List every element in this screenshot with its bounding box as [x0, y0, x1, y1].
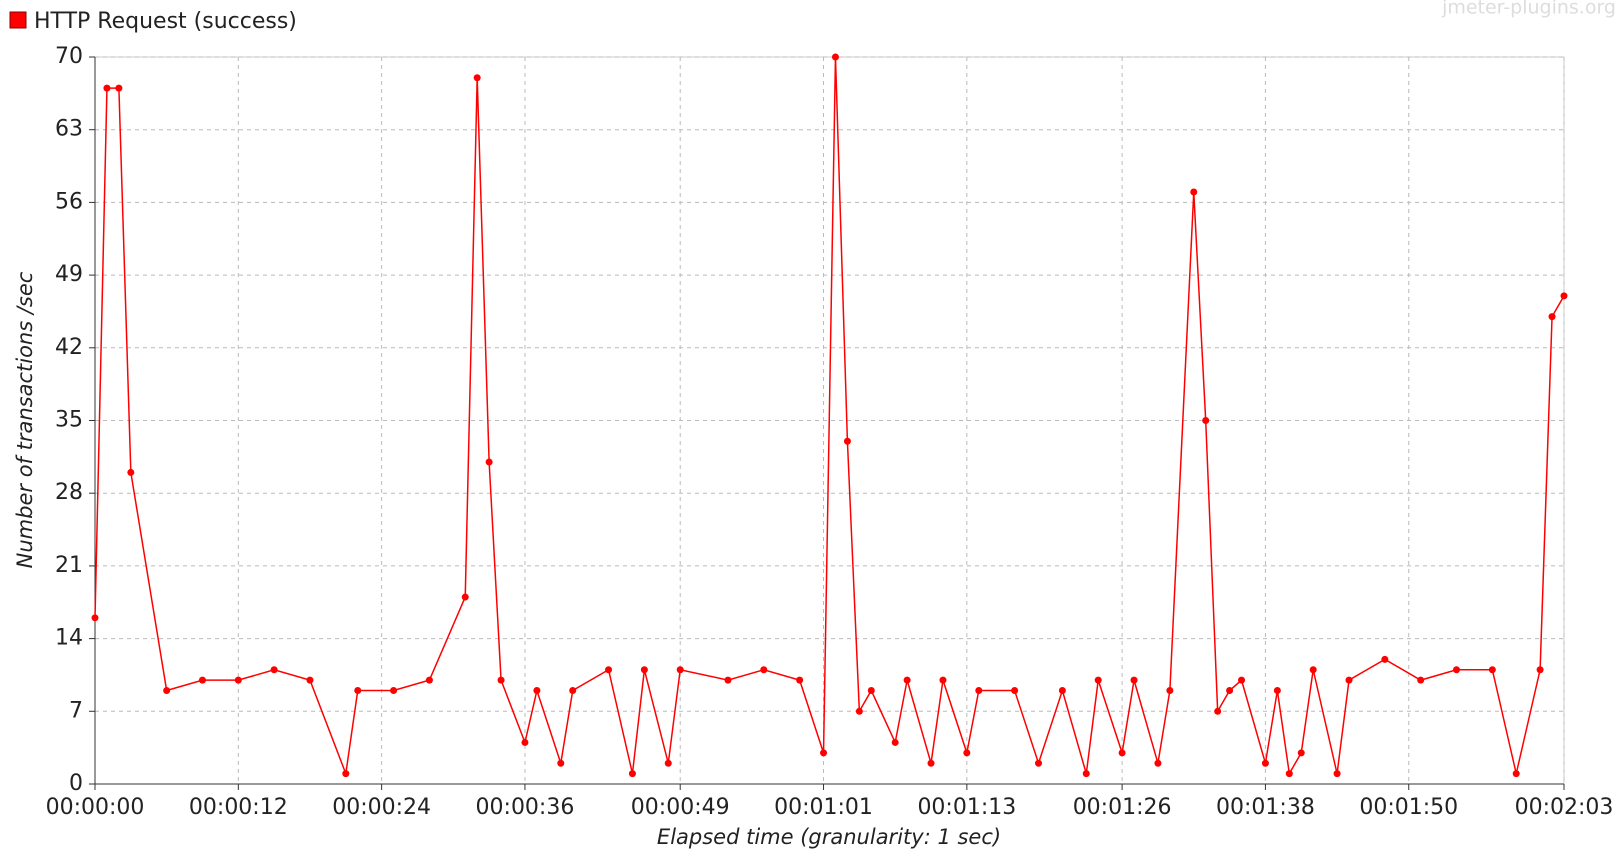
y-tick-label: 21: [55, 553, 83, 578]
data-point: [1130, 676, 1138, 684]
y-tick-label: 49: [55, 262, 83, 287]
y-tick-label: 42: [55, 335, 83, 360]
data-point: [1273, 687, 1281, 695]
data-point: [1238, 676, 1246, 684]
data-point: [1536, 666, 1544, 674]
data-point: [533, 687, 541, 695]
data-point: [1226, 687, 1234, 695]
data-point: [1333, 770, 1341, 778]
data-point: [1512, 770, 1520, 778]
data-point: [103, 84, 111, 92]
data-point: [867, 687, 875, 695]
data-point: [724, 676, 732, 684]
data-point: [1345, 676, 1353, 684]
data-point: [234, 676, 242, 684]
x-tick-label: 00:01:38: [1216, 795, 1315, 820]
data-point: [1488, 666, 1496, 674]
data-point: [497, 676, 505, 684]
data-point: [1118, 749, 1126, 757]
data-point: [664, 759, 672, 767]
x-tick-label: 00:01:50: [1359, 795, 1458, 820]
data-point: [939, 676, 947, 684]
y-tick-label: 70: [55, 44, 83, 69]
data-point: [843, 437, 851, 445]
y-tick-label: 7: [69, 698, 83, 723]
legend-label: HTTP Request (success): [34, 9, 297, 34]
data-point: [796, 676, 804, 684]
data-point: [676, 666, 684, 674]
data-point: [485, 458, 493, 466]
x-tick-label: 00:01:26: [1073, 795, 1172, 820]
data-point: [1082, 770, 1090, 778]
data-point: [354, 687, 362, 695]
data-point: [557, 759, 565, 767]
data-point: [831, 53, 839, 61]
data-point: [1453, 666, 1461, 674]
data-point: [1417, 676, 1425, 684]
data-point: [425, 676, 433, 684]
x-axis-title: Elapsed time (granularity: 1 sec): [657, 825, 1001, 849]
data-point: [1214, 707, 1222, 715]
watermark: jmeter-plugins.org: [1441, 0, 1616, 19]
data-point: [306, 676, 314, 684]
data-point: [927, 759, 935, 767]
data-point: [1154, 759, 1162, 767]
data-point: [975, 687, 983, 695]
data-point: [891, 738, 899, 746]
data-point: [115, 84, 123, 92]
legend-swatch: [9, 11, 27, 29]
data-point: [127, 468, 135, 476]
data-point: [1548, 313, 1556, 321]
data-point: [855, 707, 863, 715]
data-point: [963, 749, 971, 757]
data-point: [1202, 417, 1210, 424]
data-point: [1166, 687, 1174, 695]
data-point: [1094, 676, 1102, 684]
x-tick-label: 00:00:49: [631, 795, 730, 820]
data-point: [640, 666, 648, 674]
data-point: [760, 666, 768, 674]
x-tick-label: 00:02:03: [1515, 795, 1614, 820]
y-tick-label: 35: [55, 408, 83, 433]
x-tick-label: 00:01:13: [917, 795, 1016, 820]
y-tick-label: 0: [69, 771, 83, 796]
data-point: [473, 74, 481, 82]
data-point: [1011, 687, 1019, 695]
data-point: [1285, 770, 1293, 778]
data-point: [1381, 655, 1389, 663]
data-point: [270, 666, 278, 674]
y-axis-title: Number of transactions /sec: [13, 271, 37, 568]
x-tick-label: 00:01:01: [774, 795, 873, 820]
data-point: [521, 738, 529, 746]
data-point: [1058, 687, 1066, 695]
data-point: [820, 749, 828, 757]
x-tick-label: 00:00:36: [476, 795, 575, 820]
x-tick-label: 00:00:00: [46, 795, 145, 820]
data-point: [1035, 759, 1043, 767]
data-point: [1261, 759, 1269, 767]
data-point: [628, 770, 636, 778]
data-point: [342, 770, 350, 778]
data-point: [605, 666, 613, 674]
x-tick-label: 00:00:24: [332, 795, 431, 820]
data-point: [390, 687, 398, 695]
data-point: [1297, 749, 1305, 757]
data-point: [163, 687, 171, 695]
y-tick-label: 14: [55, 626, 83, 651]
data-point: [569, 687, 577, 695]
data-point: [1190, 188, 1198, 196]
y-tick-label: 63: [55, 117, 83, 142]
y-tick-label: 56: [55, 189, 83, 214]
y-tick-label: 28: [55, 480, 83, 505]
data-point: [1560, 292, 1568, 300]
data-point: [461, 593, 469, 601]
data-point: [91, 614, 99, 622]
data-point: [903, 676, 911, 684]
data-point: [198, 676, 206, 684]
data-point: [1309, 666, 1317, 674]
x-tick-label: 00:00:12: [189, 795, 288, 820]
